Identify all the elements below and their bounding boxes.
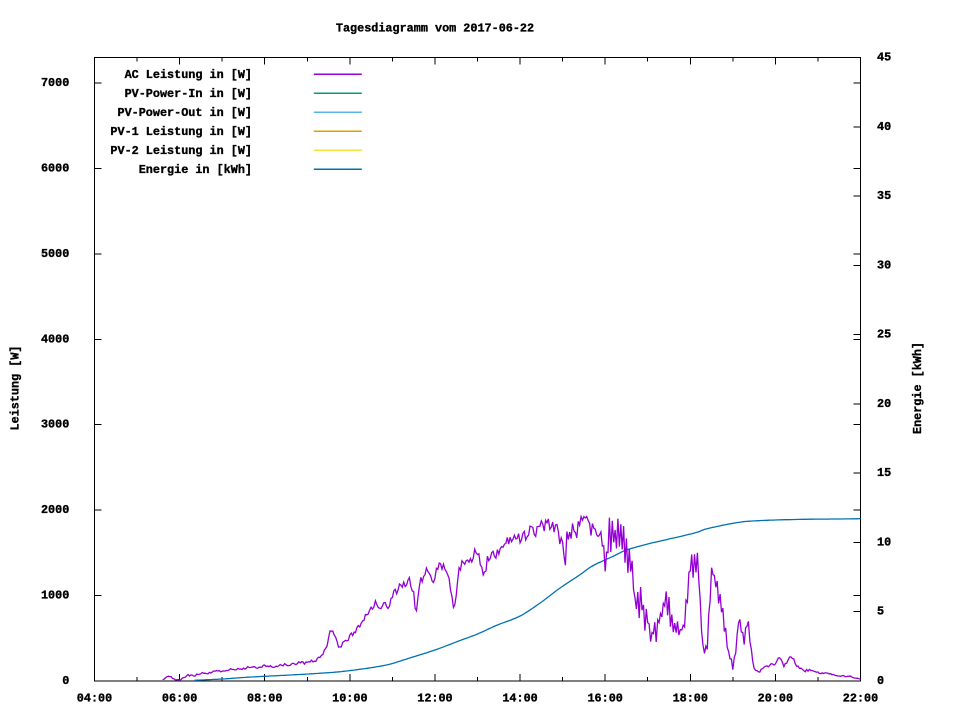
svg-text:14:00: 14:00 (502, 692, 537, 706)
svg-text:Tagesdiagramm vom 2017-06-22: Tagesdiagramm vom 2017-06-22 (336, 22, 534, 36)
svg-text:35: 35 (877, 189, 891, 203)
svg-text:0: 0 (877, 674, 884, 688)
svg-text:PV-Power-In in [W]: PV-Power-In in [W] (125, 87, 252, 101)
svg-text:1000: 1000 (41, 589, 69, 603)
svg-text:30: 30 (877, 258, 891, 272)
svg-text:16:00: 16:00 (587, 692, 622, 706)
svg-text:4000: 4000 (41, 332, 69, 346)
svg-text:40: 40 (877, 120, 891, 134)
svg-text:Energie [kWh]: Energie [kWh] (911, 342, 925, 434)
svg-text:6000: 6000 (41, 161, 69, 175)
svg-text:45: 45 (877, 51, 891, 65)
svg-text:15: 15 (877, 466, 891, 480)
svg-text:20:00: 20:00 (758, 692, 793, 706)
svg-text:18:00: 18:00 (673, 692, 708, 706)
svg-text:04:00: 04:00 (77, 692, 112, 706)
svg-text:10:00: 10:00 (332, 692, 367, 706)
svg-text:Energie in [kWh]: Energie in [kWh] (139, 163, 252, 177)
svg-text:22:00: 22:00 (843, 692, 878, 706)
svg-text:08:00: 08:00 (247, 692, 282, 706)
svg-text:10: 10 (877, 535, 891, 549)
svg-text:06:00: 06:00 (162, 692, 197, 706)
svg-text:5: 5 (877, 605, 884, 619)
svg-text:AC Leistung in [W]: AC Leistung in [W] (125, 68, 252, 82)
svg-text:2000: 2000 (41, 503, 69, 517)
svg-text:0: 0 (62, 674, 69, 688)
svg-text:5000: 5000 (41, 247, 69, 261)
svg-text:3000: 3000 (41, 418, 69, 432)
svg-text:PV-1 Leistung in [W]: PV-1 Leistung in [W] (110, 125, 252, 139)
svg-text:12:00: 12:00 (417, 692, 452, 706)
svg-text:20: 20 (877, 397, 891, 411)
svg-text:PV-Power-Out in [W]: PV-Power-Out in [W] (117, 106, 252, 120)
svg-text:Leistung [W]: Leistung [W] (8, 346, 22, 431)
svg-text:PV-2 Leistung in [W]: PV-2 Leistung in [W] (110, 144, 252, 158)
svg-text:25: 25 (877, 328, 891, 342)
svg-text:7000: 7000 (41, 76, 69, 90)
